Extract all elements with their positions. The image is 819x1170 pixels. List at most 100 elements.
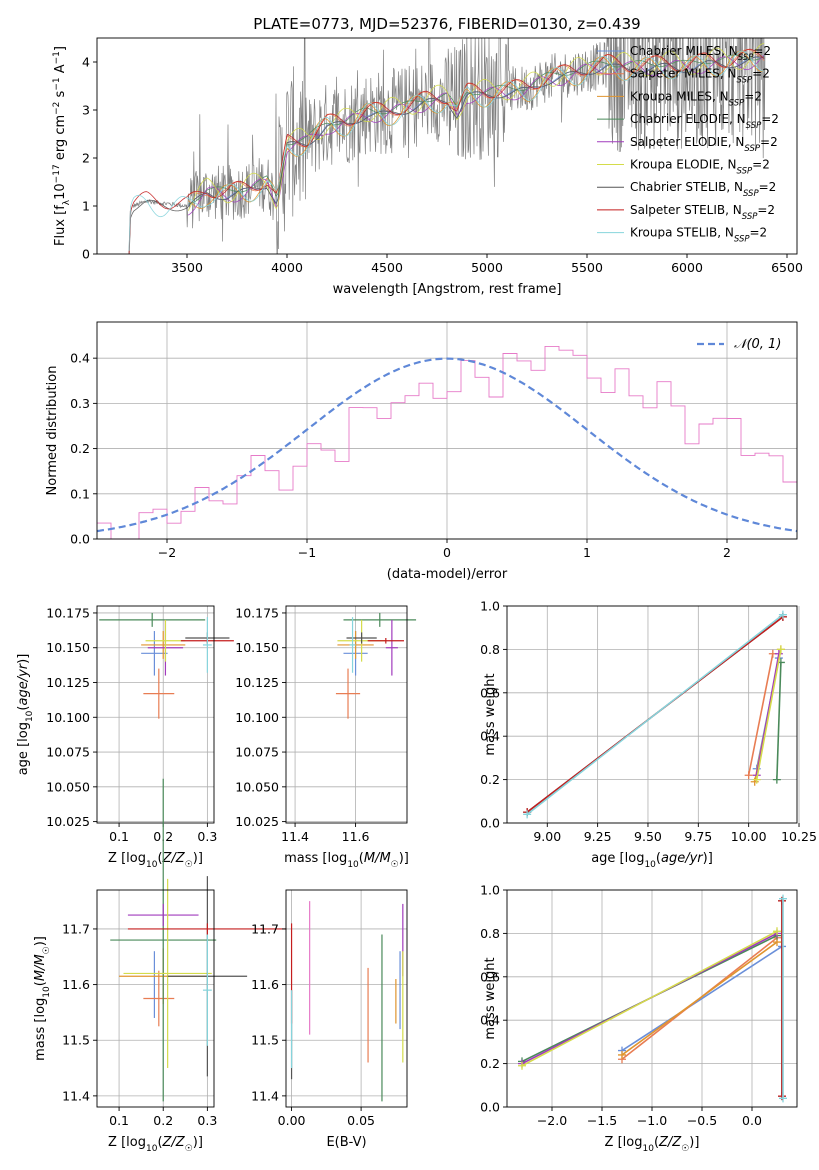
x-tick-label: 4500 xyxy=(371,260,403,275)
label-part: 10 xyxy=(25,710,35,722)
legend-suffix: =2 xyxy=(752,158,770,172)
y-axis-label: mass weight xyxy=(483,957,498,1039)
y-tick-label: 0.0 xyxy=(480,1100,500,1115)
label-part: Z/Z xyxy=(162,1135,186,1150)
label-part: Z/Z xyxy=(658,1135,682,1150)
x-tick-label: −1.0 xyxy=(637,1113,667,1128)
label-part: ☉ xyxy=(42,946,52,954)
legend-entry: Kroupa MILES, NSSP=2 xyxy=(630,89,762,108)
age-vs-metallicity-panel: 0.1 0.2 0.310.02510.05010.07510.10010.1251… xyxy=(16,605,234,870)
mass-weight-marker xyxy=(776,645,785,654)
x-tick-label: 9.00 xyxy=(533,829,561,844)
legend-label: Salpeter ELODIE, N xyxy=(630,135,744,149)
label-part: ] xyxy=(53,46,68,51)
mass-weight-line xyxy=(747,653,774,776)
y-tick-label: 11.7 xyxy=(251,921,279,936)
legend-subscript: SSP xyxy=(744,144,760,154)
legend-suffix: =2 xyxy=(761,112,779,126)
x-tick-label: 1 xyxy=(583,545,591,560)
legend-subscript: SSP xyxy=(738,53,754,63)
mass-weight-line xyxy=(755,649,782,780)
y-tick-label: 0.4 xyxy=(480,729,500,744)
label-part: ☉ xyxy=(185,860,193,870)
x-tick-label: 9.75 xyxy=(684,829,712,844)
mass-vs-metallicity-panel: 0.1 0.2 0.311.411.511.611.7Z [log10(Z/Z☉)]… xyxy=(33,778,287,1154)
y-axis-label: mass weight xyxy=(483,673,498,755)
legend-label: Chabrier MILES, N xyxy=(630,44,738,58)
x-tick-label: 0.1 xyxy=(109,1113,129,1128)
mass-weight-line xyxy=(621,945,783,1052)
x-tick-label: 0.3 xyxy=(197,1113,217,1128)
y-tick-label: 0.0 xyxy=(480,816,500,831)
x-tick-label: 11.4 xyxy=(281,829,309,844)
x-tick-label: 0 xyxy=(443,545,451,560)
axes-frame xyxy=(285,889,408,1108)
x-axis-label: mass [log10(M/M☉)] xyxy=(284,851,409,870)
mass-weight-marker xyxy=(773,927,781,936)
y-tick-label: 10.050 xyxy=(235,779,279,794)
mass-weight-marker xyxy=(779,1094,787,1103)
model-spectrum-line xyxy=(128,48,765,254)
x-tick-label: 0.05 xyxy=(347,1113,375,1128)
mass-weight-line xyxy=(621,941,778,1056)
legend-label: Chabrier STELIB, N xyxy=(630,180,743,194)
label-part: M/M xyxy=(364,851,391,866)
legend-entry: Kroupa STELIB, NSSP=2 xyxy=(630,226,767,245)
label-part: ☉ xyxy=(681,1144,689,1154)
label-part: age/yr xyxy=(16,662,31,705)
x-tick-label: 0.0 xyxy=(742,1113,762,1128)
legend-entry: Chabrier ELODIE, NSSP=2 xyxy=(630,112,779,131)
x-tick-label: −1 xyxy=(298,545,316,560)
y-tick-label: 0.2 xyxy=(480,1056,500,1071)
legend-label: Kroupa STELIB, N xyxy=(630,226,734,240)
legend-subscript: SSP xyxy=(742,212,758,222)
x-tick-label: 9.25 xyxy=(584,829,612,844)
x-tick-label: 0.1 xyxy=(109,829,129,844)
y-axis-label: Normed distribution xyxy=(45,366,60,496)
y-tick-label: 0.3 xyxy=(70,396,90,411)
label-part: )] xyxy=(33,936,48,946)
legend-suffix: =2 xyxy=(752,67,770,81)
axes-frame xyxy=(96,605,215,824)
legend-subscript: SSP xyxy=(734,235,750,245)
label-part: )] xyxy=(193,851,203,866)
y-tick-label: 11.7 xyxy=(62,921,90,936)
label-part: Z [log xyxy=(108,851,146,866)
x-tick-label: 0.00 xyxy=(278,1113,306,1128)
legend-entry: Salpeter MILES, NSSP=2 xyxy=(630,67,770,86)
label-part: Z [log xyxy=(605,1135,643,1150)
x-tick-label: 6500 xyxy=(771,260,803,275)
label-part: ( xyxy=(16,706,31,711)
y-axis-label: mass [log10(M/M☉)] xyxy=(33,936,52,1061)
y-tick-label: 0.4 xyxy=(70,351,90,366)
label-part: mass [log xyxy=(33,998,48,1061)
x-axis-label: age [log10(age/yr)] xyxy=(591,851,713,870)
y-tick-label: 0.2 xyxy=(480,772,500,787)
mass-weight-marker xyxy=(779,894,787,903)
mass-weight-line xyxy=(526,614,784,815)
label-part: ☉ xyxy=(391,860,399,870)
legend-subscript: SSP xyxy=(737,167,753,177)
mass-weight-line xyxy=(755,653,780,776)
y-tick-label: 0.2 xyxy=(70,441,90,456)
mass-weight-marker xyxy=(772,775,781,784)
x-tick-label: 4000 xyxy=(271,260,303,275)
figure-title: PLATE=0773, MJD=52376, FIBERID=0130, z=0… xyxy=(253,15,640,33)
y-tick-label: 11.4 xyxy=(251,1088,279,1103)
label-part: Z [log xyxy=(108,1135,146,1150)
y-tick-label: 1.0 xyxy=(480,883,500,898)
legend-suffix: =2 xyxy=(760,135,778,149)
y-tick-label: 10.050 xyxy=(46,779,90,794)
y-tick-label: 10.025 xyxy=(235,814,279,829)
legend-suffix: =2 xyxy=(753,44,771,58)
label-part: 10 xyxy=(347,860,359,870)
label-part: )] xyxy=(193,1135,203,1150)
y-tick-label: 10.025 xyxy=(46,814,90,829)
model-spectrum-line xyxy=(128,50,765,251)
mass-weight-marker xyxy=(778,610,787,619)
y-tick-label: 2 xyxy=(82,151,90,166)
axes-frame xyxy=(96,37,798,255)
x-axis-label: wavelength [Angstrom, rest frame] xyxy=(333,282,562,297)
